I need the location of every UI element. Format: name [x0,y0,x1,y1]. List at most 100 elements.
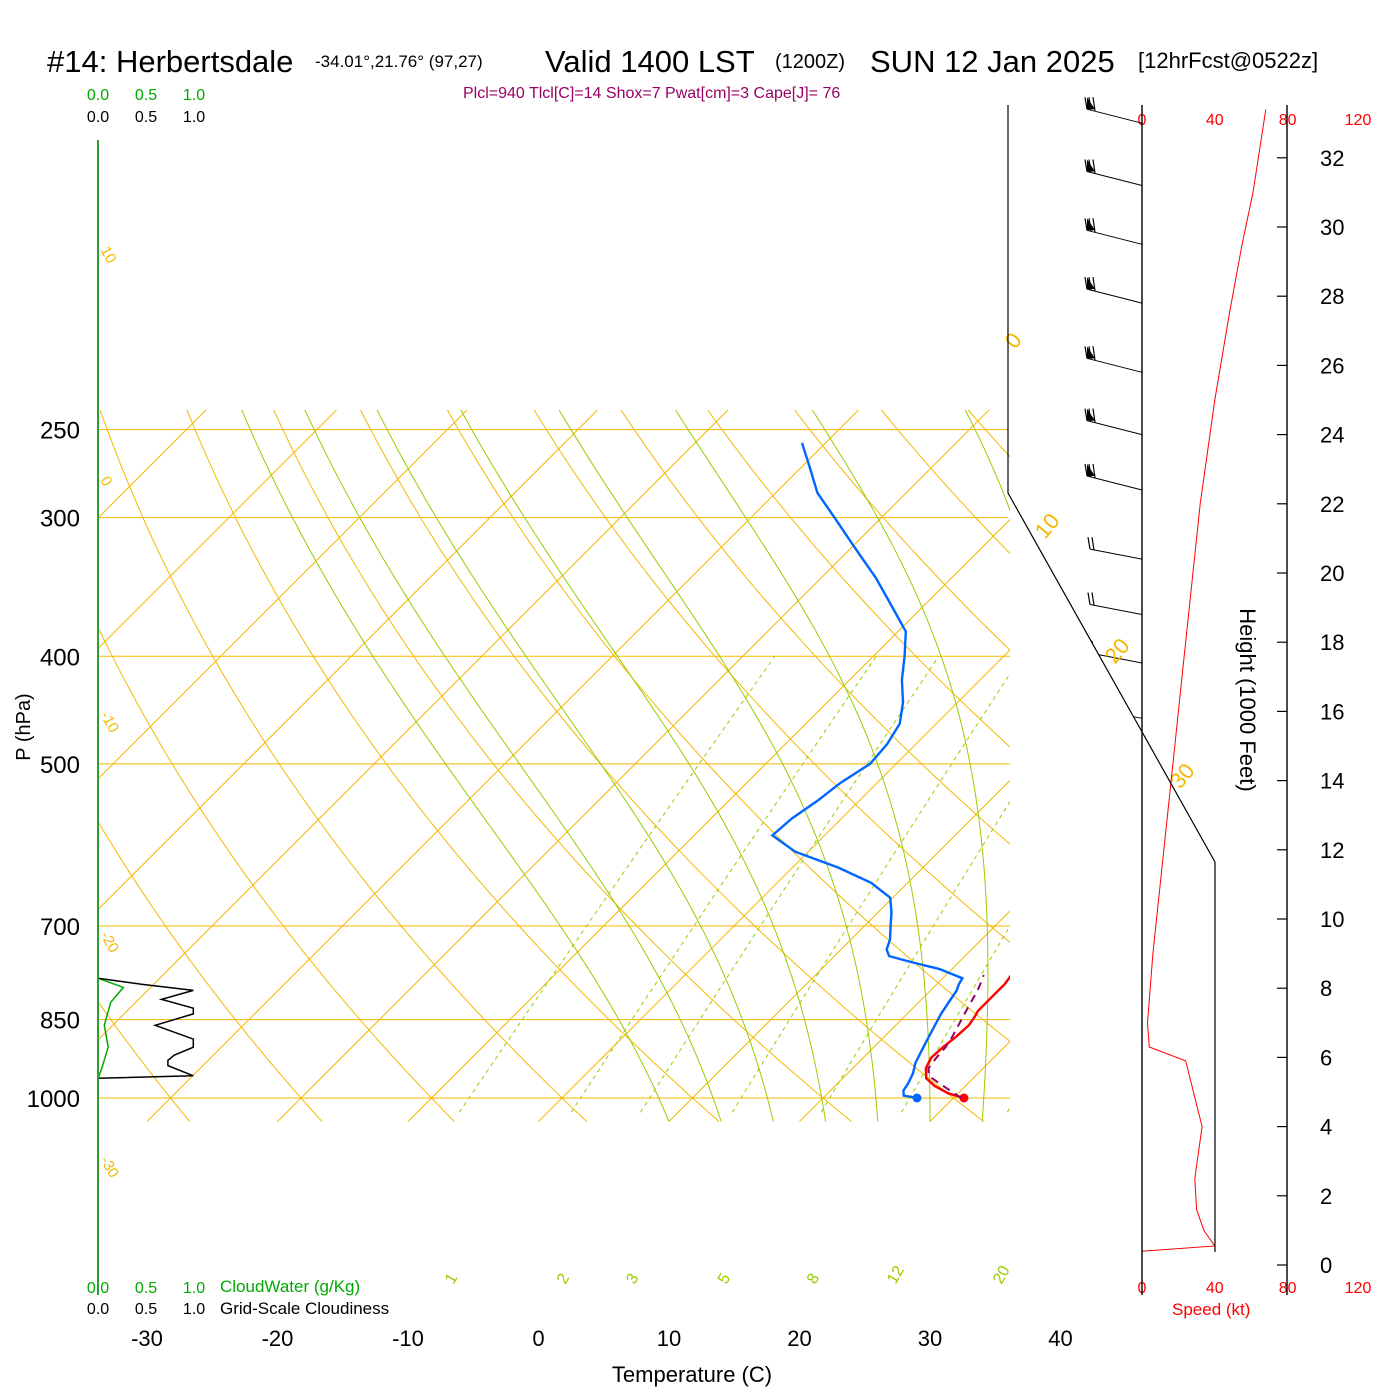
temperature-tick-label: 30 [918,1326,942,1351]
wind-barb-flag [1092,277,1096,291]
isotherm-label: -30 [97,1154,123,1181]
wind-barb [1091,1073,1143,1093]
mixing-ratio-line [570,656,877,1113]
wind-barb [1091,1160,1143,1179]
height-axis: 0246810121416182022242628303200404080801… [1084,97,1372,1297]
wind-barb-pennant [1087,277,1095,290]
wind-barb [1091,1056,1143,1076]
mixing-ratio-line [458,656,776,1113]
dry-adiabat-line [99,409,588,1122]
wind-barb [1086,288,1143,304]
height-tick-label: 0 [1320,1253,1332,1278]
background-grid [98,409,1400,1122]
cloudiness-tick-bottom: 0.0 [87,1301,109,1318]
wind-barb-pennant [1087,463,1095,476]
isotherm-label: 0 [1000,328,1027,353]
isotherm-line [98,409,337,650]
wind-barb-flag [1089,1183,1093,1196]
wind-barb-flag [1084,463,1088,477]
wind-barb-flag [1087,945,1091,958]
isotherm-line [98,409,207,519]
wind-barb-flag [1084,159,1088,172]
speed-height-line [1141,109,1267,1252]
isotherm-label: -10 [97,709,123,736]
isotherm-label: 20 [1100,633,1135,668]
y-axis-title: P (hPa) [13,693,35,760]
wind-barb-flag [1092,463,1096,478]
wind-barb [1086,357,1143,373]
wind-barb-flag [1093,1061,1097,1075]
dry-adiabat-line [446,409,1010,1042]
pressure-tick-label: 1000 [27,1086,80,1113]
temperature-surface-marker [959,1093,969,1103]
dry-adiabat-line [186,409,720,1122]
wind-barb-flag [1093,1113,1097,1127]
cloudwater-tick-bottom: 1.0 [183,1280,205,1297]
valid-date: SUN 12 Jan 2025 [870,44,1115,79]
wind-barb [1086,420,1143,436]
wind-barb-flag [1093,1200,1097,1214]
pressure-tick-label: 500 [40,752,80,779]
wind-barb [1091,1142,1143,1162]
wind-barb-flag [1092,218,1096,232]
dewpoint-line [770,442,965,1100]
wind-barb-flag [1087,537,1091,550]
wind-barb-flag [1091,744,1095,758]
speed-tick-label-top: 120 [1345,112,1372,129]
mixing-ratio-label: 8 [804,1271,823,1287]
wind-barb-flag [1089,1200,1093,1213]
wind-barb-flag [1093,1044,1097,1058]
wind-barb-flag [1087,910,1091,923]
wind-barb-flag [1087,883,1091,896]
wind-barb [1091,1229,1143,1249]
isotherm-line [799,910,1010,1122]
temperature-tick-label: 20 [787,1326,811,1351]
wind-barb-flag [1089,1096,1093,1109]
speed-tick-label-bottom: 120 [1345,1280,1372,1297]
height-tick-label: 28 [1320,284,1344,309]
wind-barb-flag [1084,218,1088,231]
wind-barb [1091,1108,1143,1128]
cloudiness-label: Grid-Scale Cloudiness [220,1299,389,1318]
wind-barb [1091,1125,1143,1145]
height-tick-label: 30 [1320,215,1344,240]
height-tick-label: 4 [1320,1115,1332,1140]
wind-barb [1086,229,1143,245]
wind-barb-flag [1091,910,1095,924]
mixing-ratio-label: 20 [990,1263,1014,1287]
wind-barb [1091,1211,1143,1231]
wind-barb [1086,475,1143,491]
wind-barb-flag [1091,945,1095,959]
dry-adiabat-line [98,820,323,1122]
mixing-ratio-label: 5 [715,1271,734,1287]
wind-barb-flag [1092,159,1096,174]
dry-adiabat-line [273,409,852,1122]
height-tick-label: 10 [1320,907,1344,932]
wind-barb-pennant [1087,346,1095,359]
mixing-ratio-label: 3 [623,1271,642,1287]
isotherm-line [98,409,468,780]
wind-barb-flag [1089,1131,1093,1144]
wind-barb [1089,943,1143,955]
isotherm-line [668,779,1010,1122]
wind-barb-flag [1093,1027,1097,1041]
station-coords: -34.01°,21.76° (97,27) [315,52,483,71]
wind-barb [1091,1090,1143,1110]
height-tick-label: 2 [1320,1184,1332,1209]
pressure-tick-label: 400 [40,644,80,671]
wind-barb-flag [1087,696,1091,709]
wind-barb [1091,1038,1143,1058]
height-tick-label: 26 [1320,353,1344,378]
pressure-tick-label: 300 [40,506,80,533]
wind-barb-flag [1089,1148,1093,1161]
wind-barb-flag [1093,1217,1097,1231]
height-tick-label: 16 [1320,699,1344,724]
station-title: #14: Herbertsdale [47,44,293,79]
height-tick-label: 18 [1320,630,1344,655]
wind-barb-flag [1091,931,1095,945]
dry-adiabat-line [1055,410,1400,1122]
wind-barb-flag [1087,931,1091,944]
wind-barb-flag [1089,1061,1093,1075]
temperature-tick-label: 0 [532,1326,544,1351]
